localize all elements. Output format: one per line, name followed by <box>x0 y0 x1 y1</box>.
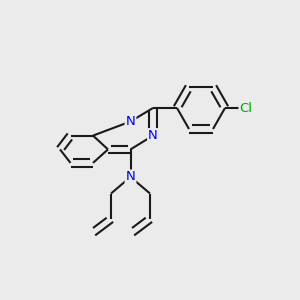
Text: N: N <box>126 170 135 184</box>
Text: Cl: Cl <box>239 101 253 115</box>
Text: N: N <box>148 129 158 142</box>
Text: N: N <box>126 115 135 128</box>
